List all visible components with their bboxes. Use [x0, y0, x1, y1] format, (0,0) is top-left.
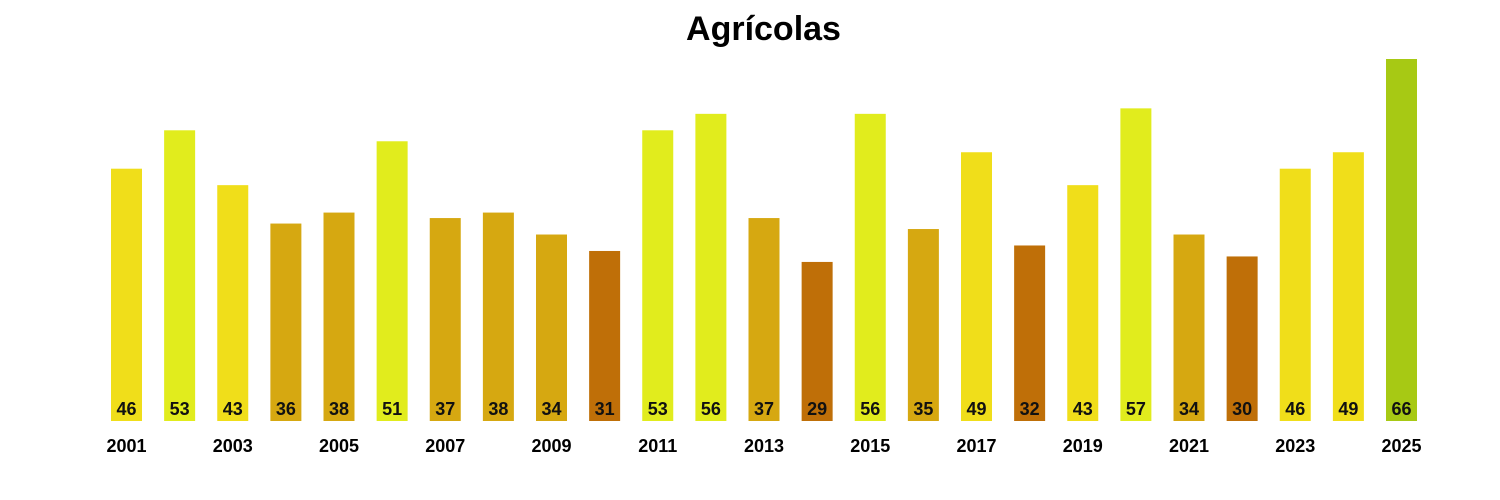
value-label-2024: 49	[1338, 399, 1358, 419]
bar-2012	[695, 113, 727, 421]
x-tick-label-2021: 2021	[1169, 436, 1209, 456]
bar-2016	[907, 229, 939, 421]
bar-2024	[1332, 152, 1364, 422]
value-label-2023: 46	[1285, 399, 1305, 419]
bar-2011	[642, 130, 674, 422]
bar-2019	[1067, 185, 1099, 421]
bar-2008	[482, 212, 514, 421]
value-label-2020: 57	[1126, 399, 1146, 419]
value-label-2019: 43	[1073, 399, 1093, 419]
bar-2009	[536, 234, 567, 421]
x-tick-label-2017: 2017	[956, 436, 996, 456]
value-label-2004: 36	[276, 399, 296, 419]
x-tick-label-2015: 2015	[850, 436, 890, 456]
value-label-2015: 56	[860, 399, 880, 419]
x-tick-label-2007: 2007	[425, 436, 465, 456]
bar-2022	[1226, 256, 1258, 421]
value-label-2018: 32	[1020, 399, 1040, 419]
bar-2010	[589, 250, 621, 421]
x-tick-label-2013: 2013	[744, 436, 784, 456]
x-tick-label-2011: 2011	[638, 436, 677, 456]
bar-2025	[1386, 59, 1417, 421]
x-tick-label-2023: 2023	[1275, 436, 1315, 456]
x-tick-label-2001: 2001	[106, 436, 146, 456]
value-label-2025: 66	[1391, 399, 1411, 419]
bar-2007	[429, 218, 461, 421]
value-label-2008: 38	[488, 399, 508, 419]
bar-2013	[748, 218, 780, 421]
bar-2018	[1014, 245, 1046, 421]
bar-2015	[854, 113, 886, 421]
bar-2001	[111, 168, 142, 421]
value-label-2021: 34	[1179, 399, 1199, 419]
value-label-2014: 29	[807, 399, 827, 419]
value-label-2007: 37	[435, 399, 455, 419]
value-label-2011: 53	[648, 399, 668, 419]
bar-2017	[961, 152, 992, 422]
bar-2021	[1173, 234, 1205, 421]
x-tick-label-2019: 2019	[1063, 436, 1103, 456]
bar-2003	[217, 185, 249, 421]
value-label-2003: 43	[223, 399, 243, 419]
bar-2014	[801, 261, 833, 421]
x-tick-label-2025: 2025	[1381, 436, 1421, 456]
value-label-2013: 37	[754, 399, 774, 419]
value-label-2017: 49	[966, 399, 986, 419]
value-label-2001: 46	[116, 399, 136, 419]
bar-2002	[164, 130, 196, 422]
x-tick-label-2003: 2003	[213, 436, 253, 456]
bar-2006	[376, 141, 408, 421]
bar-2004	[270, 223, 302, 421]
x-tick-label-2009: 2009	[531, 436, 571, 456]
value-label-2009: 34	[541, 399, 561, 419]
bar-2005	[323, 212, 355, 421]
bar-2020	[1120, 108, 1152, 422]
value-label-2005: 38	[329, 399, 349, 419]
x-tick-label-2005: 2005	[319, 436, 359, 456]
value-label-2002: 53	[170, 399, 190, 419]
chart-title: Agrícolas	[686, 10, 841, 48]
value-label-2006: 51	[382, 399, 402, 419]
bar-2023	[1279, 168, 1311, 421]
value-label-2012: 56	[701, 399, 721, 419]
value-label-2022: 30	[1232, 399, 1252, 419]
value-label-2016: 35	[913, 399, 933, 419]
value-label-2010: 31	[595, 399, 615, 419]
